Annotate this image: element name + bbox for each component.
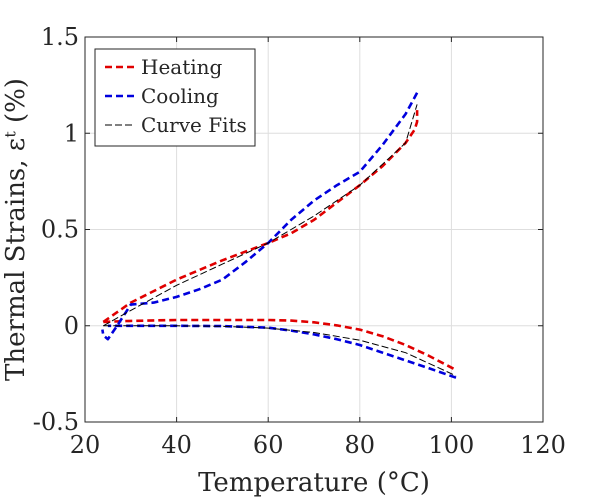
legend-label: Curve Fits [141, 113, 247, 137]
legend-label: Heating [141, 55, 223, 79]
legend: Heating Cooling Curve Fits [94, 48, 256, 147]
legend-box [94, 48, 256, 147]
x-tick-label: 80 [345, 431, 376, 459]
series-line-0-1 [103, 318, 457, 372]
y-tick-label: 0.5 [41, 216, 79, 244]
x-tick-label: 20 [70, 431, 101, 459]
y-axis-label: Thermal Strains, εᵗ (%) [1, 78, 31, 381]
x-tick-label: 100 [428, 431, 474, 459]
x-tick-label: 60 [253, 431, 284, 459]
series-2 [103, 104, 457, 377]
y-tick-label: 1.5 [41, 23, 79, 51]
y-tick-label: 0 [64, 312, 79, 340]
tick-layer: 20 40 60 80 100 120 -0.5 0 0.5 1 1.5 [33, 23, 566, 459]
series-line-2-0 [103, 104, 418, 327]
x-tick-label: 40 [161, 431, 192, 459]
series-0 [102, 110, 457, 372]
legend-label: Cooling [141, 84, 219, 108]
y-tick-label: 1 [64, 119, 79, 147]
series-line-2-1 [103, 325, 457, 377]
x-axis-label: Temperature (°C) [198, 468, 430, 498]
y-tick-label: -0.5 [33, 408, 79, 436]
series-layer [101, 92, 457, 379]
x-tick-label: 120 [520, 431, 566, 459]
series-line-0-0 [102, 110, 419, 323]
series-line-1-0 [101, 92, 419, 341]
